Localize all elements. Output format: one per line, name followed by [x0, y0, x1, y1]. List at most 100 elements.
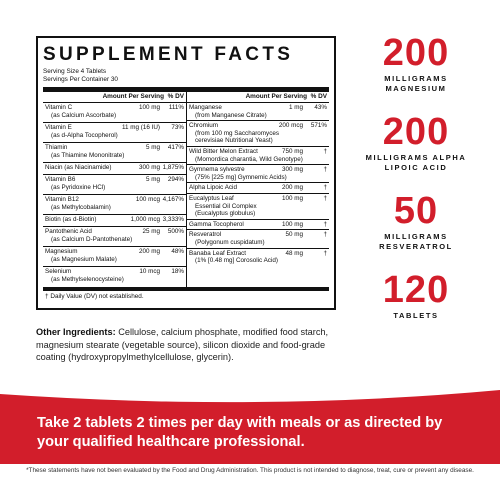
nutrient-dv: 73% — [171, 124, 184, 131]
nutrient-dv: 43% — [314, 104, 327, 111]
nutrient-source-cont: cerevisiae Nutritional Yeast) — [195, 137, 273, 145]
nutrient-dv: † — [323, 147, 327, 155]
nutrient-name: Vitamin B12 — [45, 196, 79, 203]
nutrient-amount: 5 mg — [146, 176, 160, 183]
nutrient-name: Manganese — [189, 104, 222, 111]
nutrient-main-line: Selenium 10 mcg 18% — [45, 268, 184, 276]
stat-alpha-lipoic-acid: 200 MILLIGRAMS ALPHA LIPOIC ACID — [352, 113, 480, 173]
nutrient-source: (as Calcium Ascorbate) — [51, 111, 117, 119]
nutrient-source: (from 100 mg Saccharomyces — [195, 129, 279, 137]
nutrient-row: Niacin (as Niacinamide) 300 mg 1,875% — [43, 163, 186, 175]
nutrient-name: Vitamin E — [45, 124, 72, 131]
serving-size: Serving Size 4 Tablets — [43, 68, 107, 75]
nutrient-row: Wild Bitter Melon Extract 750 mg † (Momordi… — [187, 147, 329, 166]
nutrient-source: (as Magnesium Malate) — [51, 255, 117, 263]
nutrient-dv: 571% — [310, 122, 327, 130]
nutrient-amount: 10 mcg — [139, 268, 160, 275]
nutrient-source: (from Manganese Citrate) — [195, 111, 267, 119]
directions-banner: Take 2 tablets 2 times per day with meal… — [0, 386, 500, 464]
stat-label-line2: MAGNESIUM — [385, 84, 447, 93]
other-ingredients-text: Cellulose, calcium phosphate, modified f… — [36, 327, 329, 362]
nutrient-name: Gymnema sylvestre — [189, 166, 245, 174]
servings-per-container: Servings Per Container 30 — [43, 76, 118, 83]
nutrient-dv: † — [323, 184, 327, 192]
nutrient-row: Gymnema sylvestre 300 mg † (75% [225 mg] Gy… — [187, 165, 329, 184]
stat-magnesium: 200 MILLIGRAMS MAGNESIUM — [352, 34, 480, 94]
nutrient-main-line: Resveratrol 50 mg † — [189, 231, 327, 239]
highlight-stats: 200 MILLIGRAMS MAGNESIUM 200 MILLIGRAMS … — [352, 34, 480, 340]
nutrient-dv: 3,333% — [162, 216, 184, 223]
nutrient-row: Gamma Tocopherol 100 mg † — [187, 220, 329, 231]
thick-divider — [43, 87, 329, 92]
nutrient-source: (as Methylselenocysteine) — [51, 275, 124, 283]
nutrient-row: Biotin (as d-Biotin) 1,000 mcg 3,333% — [43, 215, 186, 227]
nutrient-source: (as Pyridoxine HCl) — [51, 183, 106, 191]
nutrient-row: Manganese 1 mg 43% (from Manganese Citrate) — [187, 103, 329, 122]
nutrient-name: Vitamin B6 — [45, 176, 76, 183]
nutrient-amount: 100 mcg — [135, 196, 160, 203]
nutrient-row: Alpha Lipoic Acid 200 mg † — [187, 183, 329, 194]
banner-wave-shape — [0, 386, 500, 403]
stat-label-line2: RESVERATROL — [379, 242, 453, 251]
nutrient-source: (Momordica charantia, Wild Genotype) — [195, 155, 303, 163]
nutrient-main-line: Vitamin E 11 mg (16 IU) 73% — [45, 124, 184, 132]
nutrient-row: Vitamin B6 5 mg 294% (as Pyridoxine HCl) — [43, 175, 186, 195]
nutrient-main-line: Alpha Lipoic Acid 200 mg † — [189, 184, 327, 192]
nutrient-amount: 100 mg — [281, 194, 303, 202]
nutrient-dv: 1,875% — [162, 164, 184, 171]
nutrient-main-line: Thiamin 5 mg 417% — [45, 144, 184, 152]
nutrient-name: Chromium — [189, 122, 219, 130]
nutrient-amount: 1 mg — [289, 104, 303, 111]
nutrient-source: (75% [225 mg] Gymnemic Acids) — [195, 173, 287, 181]
fda-disclaimer: *These statements have not been evaluate… — [26, 467, 474, 474]
nutrient-dv: 294% — [167, 176, 184, 183]
nutrient-amount: 25 mg — [142, 228, 160, 235]
nutrient-dv: 417% — [167, 144, 184, 151]
nutrient-source: (as Methylcobalamin) — [51, 203, 111, 211]
nutrient-main-line: Wild Bitter Melon Extract 750 mg † — [189, 148, 327, 156]
supplement-facts-panel: SUPPLEMENT FACTS Serving Size 4 Tablets … — [36, 36, 336, 310]
nutrient-name: Alpha Lipoic Acid — [189, 184, 237, 192]
nutrient-amount: 200 mg — [281, 184, 303, 192]
nutrient-dv: † — [323, 194, 327, 202]
nutrient-name: Banaba Leaf Extract — [189, 249, 247, 257]
nutrient-amount: 100 mg — [138, 104, 160, 111]
nutrient-row: Selenium 10 mcg 18% (as Methylselenocystein… — [43, 267, 186, 287]
nutrient-source: (as d-Alpha Tocopherol) — [51, 131, 118, 139]
nutrient-name: Gamma Tocopherol — [189, 220, 244, 228]
stat-tablets: 120 TABLETS — [352, 271, 480, 321]
nutrient-row: Vitamin E 11 mg (16 IU) 73% (as d-Alpha Toc… — [43, 123, 186, 143]
nutrient-name: Resveratrol — [189, 231, 222, 239]
nutrient-name: Selenium — [45, 268, 72, 275]
nutrient-dv: 48% — [171, 248, 184, 255]
nutrient-row: Thiamin 5 mg 417% (as Thiamine Mononitrate) — [43, 143, 186, 163]
nutrient-amount: 5 mg — [146, 144, 160, 151]
nutrient-source: Essential Oil Complex — [195, 202, 257, 210]
nutrient-amount: 100 mg — [281, 220, 303, 228]
header-dv: % DV — [167, 93, 184, 100]
nutrient-row: Vitamin C 100 mg 111% (as Calcium Ascorbate… — [43, 103, 186, 123]
nutrient-name: Vitamin C — [45, 104, 73, 111]
nutrient-main-line: Vitamin C 100 mg 111% — [45, 104, 184, 112]
nutrient-main-line: Magnesium 200 mg 48% — [45, 248, 184, 256]
nutrient-main-line: Chromium 200 mcg 571% — [189, 122, 327, 130]
stat-label-line1: TABLETS — [393, 311, 439, 320]
nutrient-amount: 300 mg — [281, 166, 303, 174]
nutrient-amount: 1,000 mcg — [130, 216, 160, 223]
nutrient-main-line: Biotin (as d-Biotin) 1,000 mcg 3,333% — [45, 216, 184, 224]
nutrient-row: Eucalyptus Leaf 100 mg † Essential Oil Comp… — [187, 194, 329, 220]
nutrient-name: Pantothenic Acid — [45, 228, 92, 235]
directions-text: Take 2 tablets 2 times per day with meal… — [37, 415, 443, 450]
nutrient-main-line: Vitamin B6 5 mg 294% — [45, 176, 184, 184]
nutrient-name: Eucalyptus Leaf — [189, 194, 234, 202]
nutrient-amount: 50 mg — [285, 231, 303, 239]
nutrient-row: Banaba Leaf Extract 48 mg † (1% [0.48 mg] C… — [187, 249, 329, 266]
stat-value: 50 — [393, 190, 439, 232]
nutrient-row: Magnesium 200 mg 48% (as Magnesium Malate) — [43, 247, 186, 267]
header-dv: % DV — [310, 93, 327, 100]
nutrient-name: Magnesium — [45, 248, 78, 255]
stat-value: 200 — [382, 32, 450, 74]
column-header: Amount Per Serving % DV — [187, 92, 329, 103]
stat-value: 200 — [382, 111, 450, 153]
nutrient-source: (as Thiamine Mononitrate) — [51, 151, 125, 159]
